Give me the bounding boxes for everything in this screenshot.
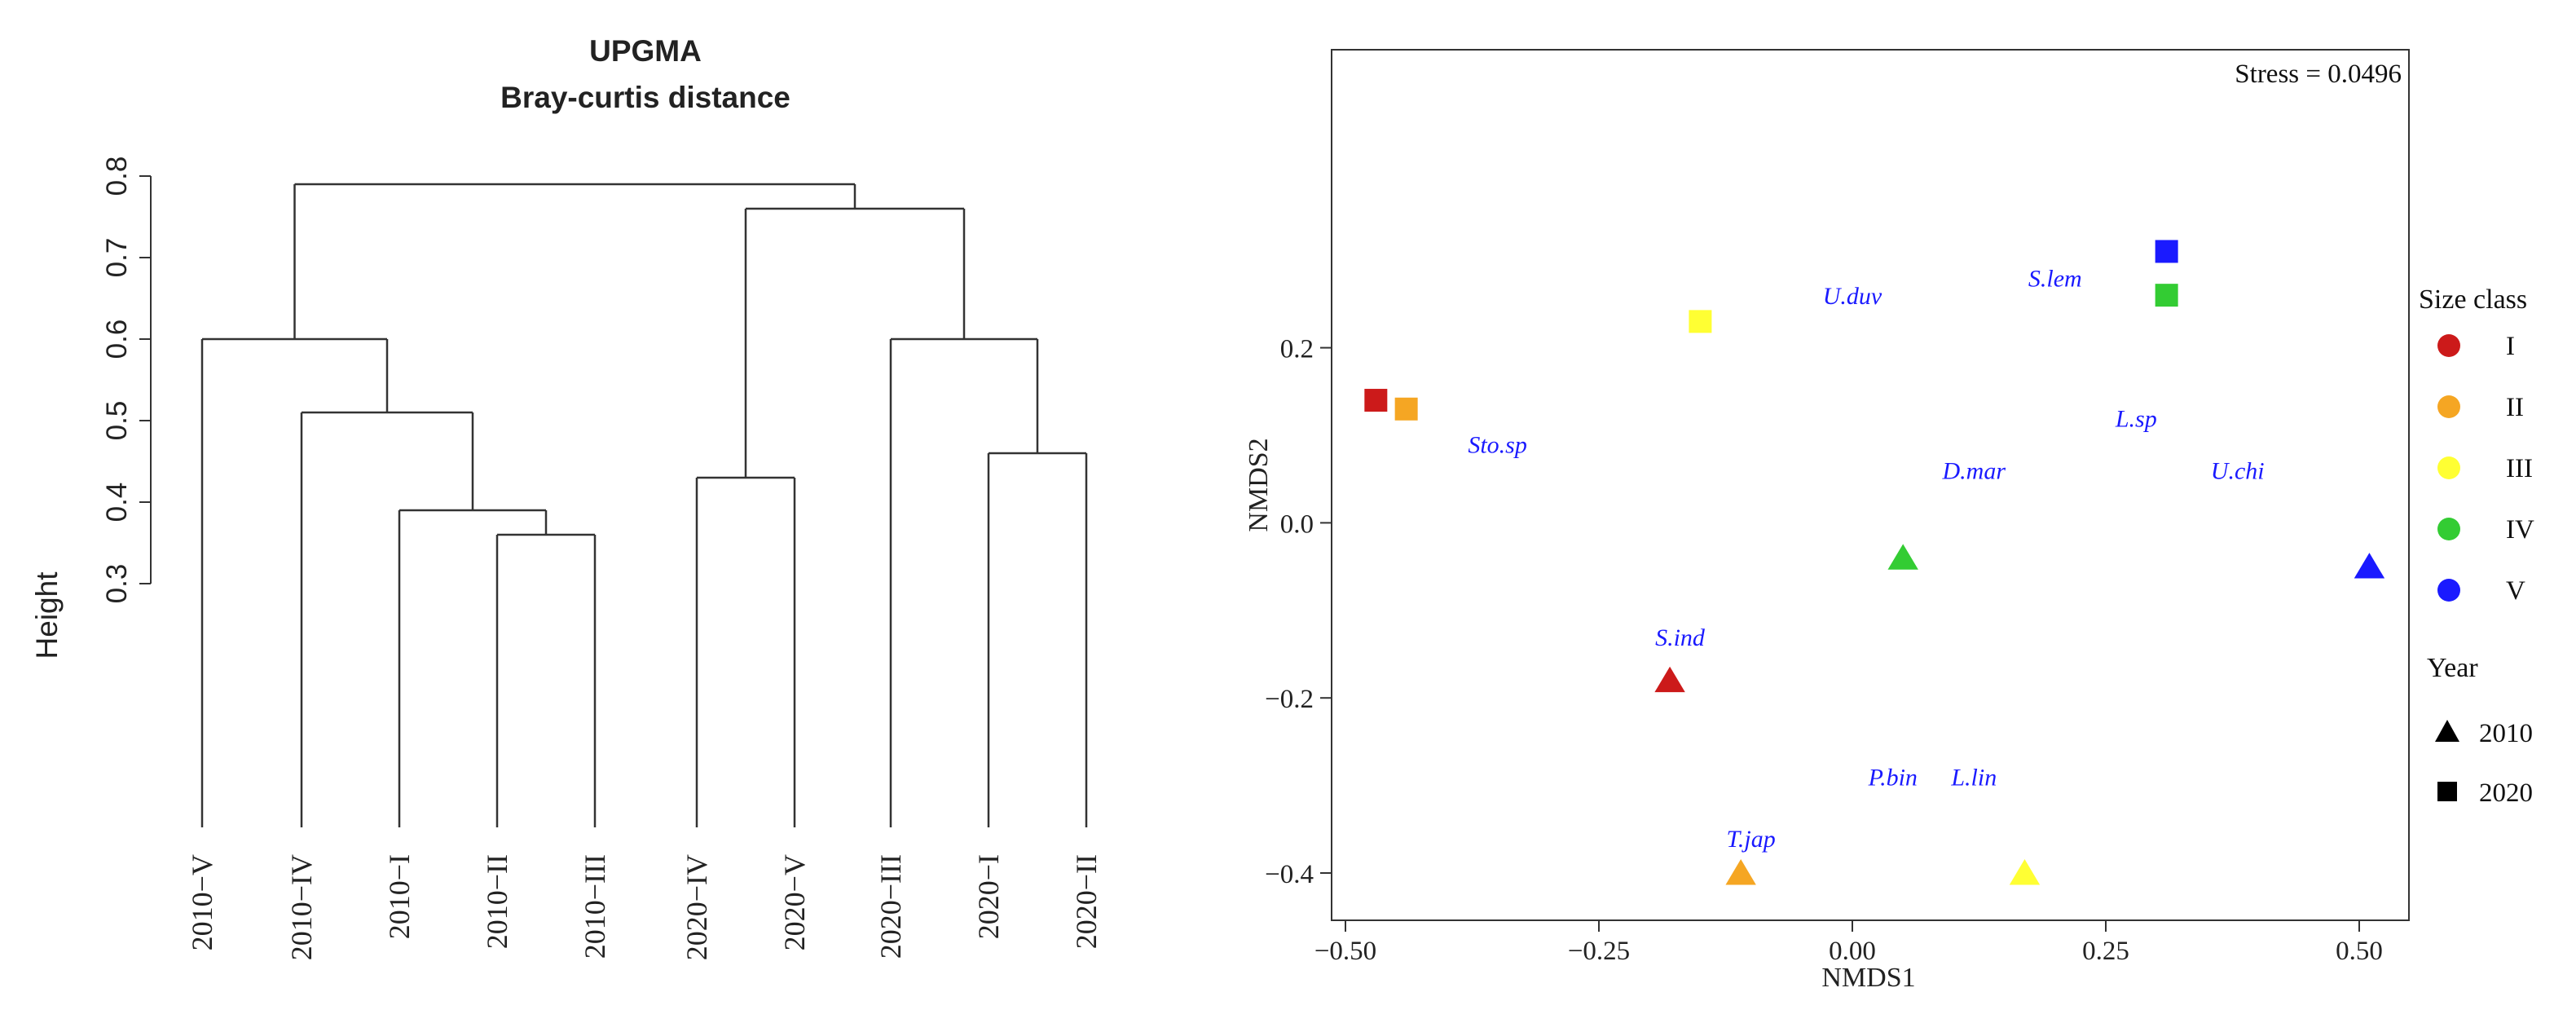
point-2010-iv-triangle bbox=[1887, 544, 1918, 570]
legend-size-class-swatch bbox=[2437, 456, 2460, 479]
nmds-y-axis-label: NMDS2 bbox=[1244, 438, 1274, 531]
dendrogram-leaf-label: 2020−V bbox=[778, 854, 811, 950]
dendrogram-leaf-labels: 2010−V 2010−IV 2010−I 2010−II 2010−III 2020−I… bbox=[186, 854, 1103, 960]
species-label-l-lin: L.lin bbox=[1950, 765, 1997, 792]
species-label-s-ind: S.ind bbox=[1655, 624, 1706, 651]
point-2010-iii-triangle bbox=[2009, 859, 2041, 885]
dendrogram-leaf-label: 2020−IV bbox=[680, 854, 713, 960]
nmds-x-tick-label: 0.25 bbox=[2082, 937, 2129, 966]
dendrogram-y-tick-label: 0.8 bbox=[101, 157, 133, 196]
nmds-panel: −0.50 −0.25 0.00 0.25 0.50 −0.4 −0.2 0.0 0.2 NMD… bbox=[1244, 49, 2534, 993]
legend-year-title: Year bbox=[2427, 653, 2478, 683]
dendrogram-panel: UPGMA Bray-curtis distance Height 0.3 0.4… bbox=[30, 34, 1103, 960]
dendrogram-tree bbox=[200, 183, 1088, 827]
nmds-y-tick-label: 0.2 bbox=[1280, 335, 1314, 364]
point-2020-i-square bbox=[1364, 389, 1388, 412]
dendrogram-y-tick-label: 0.4 bbox=[101, 483, 133, 523]
nmds-x-axis-label: NMDS1 bbox=[1821, 963, 1915, 993]
dendrogram-leaf-label: 2010−II bbox=[481, 854, 513, 949]
stress-label: Stress = 0.0496 bbox=[2235, 60, 2402, 89]
dendrogram-title-line2: Bray-curtis distance bbox=[500, 81, 790, 114]
dendrogram-leaf-label: 2020−I bbox=[972, 854, 1005, 939]
species-label-d-mar: D.mar bbox=[1942, 458, 2006, 485]
dendrogram-leaf-label: 2010−IV bbox=[285, 854, 318, 960]
dendrogram-y-tick-label: 0.5 bbox=[101, 401, 133, 441]
point-2020-iv-square bbox=[2155, 284, 2178, 307]
legend-size-class-label: IV bbox=[2506, 515, 2534, 545]
dendrogram-leaf-label: 2010−V bbox=[186, 854, 218, 950]
legend-size-class-label: V bbox=[2506, 576, 2525, 606]
species-label-t-jap: T.jap bbox=[1726, 826, 1775, 853]
nmds-y-tick-label: −0.2 bbox=[1265, 685, 1314, 714]
legend-year-label: 2010 bbox=[2479, 719, 2533, 748]
dendrogram-y-axis: 0.3 0.4 0.5 0.6 0.7 0.8 bbox=[101, 157, 152, 604]
legend-size-class-title: Size class bbox=[2419, 284, 2527, 315]
legend-size-class-label: I bbox=[2506, 332, 2515, 361]
dendrogram-y-axis-label: Height bbox=[30, 571, 64, 659]
dendrogram-y-tick-label: 0.7 bbox=[101, 238, 133, 278]
nmds-x-tick-label: −0.50 bbox=[1314, 937, 1376, 966]
dendrogram-y-tick-label: 0.6 bbox=[101, 320, 133, 359]
nmds-plot-frame bbox=[1331, 49, 2410, 921]
nmds-y-tick-label: 0.0 bbox=[1280, 509, 1314, 539]
legend-size-class-swatch bbox=[2437, 518, 2460, 540]
point-2010-i-triangle bbox=[1654, 666, 1685, 693]
point-2020-iii-square bbox=[1689, 310, 1712, 333]
species-label-sto-sp: Sto.sp bbox=[1468, 431, 1527, 458]
legend-size-class-swatch bbox=[2437, 579, 2460, 602]
dendrogram-leaf-label: 2010−III bbox=[579, 854, 611, 959]
nmds-x-tick-label: 0.50 bbox=[2336, 937, 2383, 966]
dendrogram-y-tick-label: 0.3 bbox=[101, 564, 133, 604]
legend-size-class-label: II bbox=[2506, 393, 2524, 422]
species-label-l-sp: L.sp bbox=[2115, 405, 2157, 432]
legend-year-triangle-icon bbox=[2435, 720, 2459, 742]
species-label-p-bin: P.bin bbox=[1868, 765, 1918, 792]
species-label-u-chi: U.chi bbox=[2211, 458, 2265, 485]
nmds-y-tick-label: −0.4 bbox=[1265, 860, 1314, 889]
nmds-x-tick-label: −0.25 bbox=[1568, 937, 1630, 966]
nmds-axes: −0.50 −0.25 0.00 0.25 0.50 −0.4 −0.2 0.0 0.2 bbox=[1265, 335, 2383, 966]
sample-points bbox=[1364, 240, 2385, 885]
point-2020-v-square bbox=[2155, 240, 2178, 263]
legend-size-class-label: III bbox=[2506, 454, 2533, 483]
species-label-s-lem: S.lem bbox=[2028, 265, 2082, 292]
nmds-x-tick-label: 0.00 bbox=[1829, 937, 1876, 966]
dendrogram-leaf-label: 2020−II bbox=[1070, 854, 1103, 949]
point-2020-ii-square bbox=[1394, 397, 1418, 421]
dendrogram-leaf-label: 2010−I bbox=[383, 854, 416, 939]
legend-size-class-swatch bbox=[2437, 334, 2460, 357]
point-2010-ii-triangle bbox=[1725, 859, 1756, 885]
dendrogram-leaf-label: 2020−III bbox=[874, 854, 907, 959]
legend-year-square-icon bbox=[2437, 782, 2457, 801]
species-labels: U.duv S.lem L.sp U.chi Sto.sp D.mar S.ind P.bin… bbox=[1468, 265, 2264, 852]
legend-year-label: 2020 bbox=[2479, 778, 2533, 808]
dendrogram-title-line1: UPGMA bbox=[589, 34, 702, 68]
species-label-u-duv: U.duv bbox=[1823, 283, 1882, 310]
point-2010-v-triangle bbox=[2354, 553, 2385, 579]
legend-size-class-swatch bbox=[2437, 395, 2460, 418]
